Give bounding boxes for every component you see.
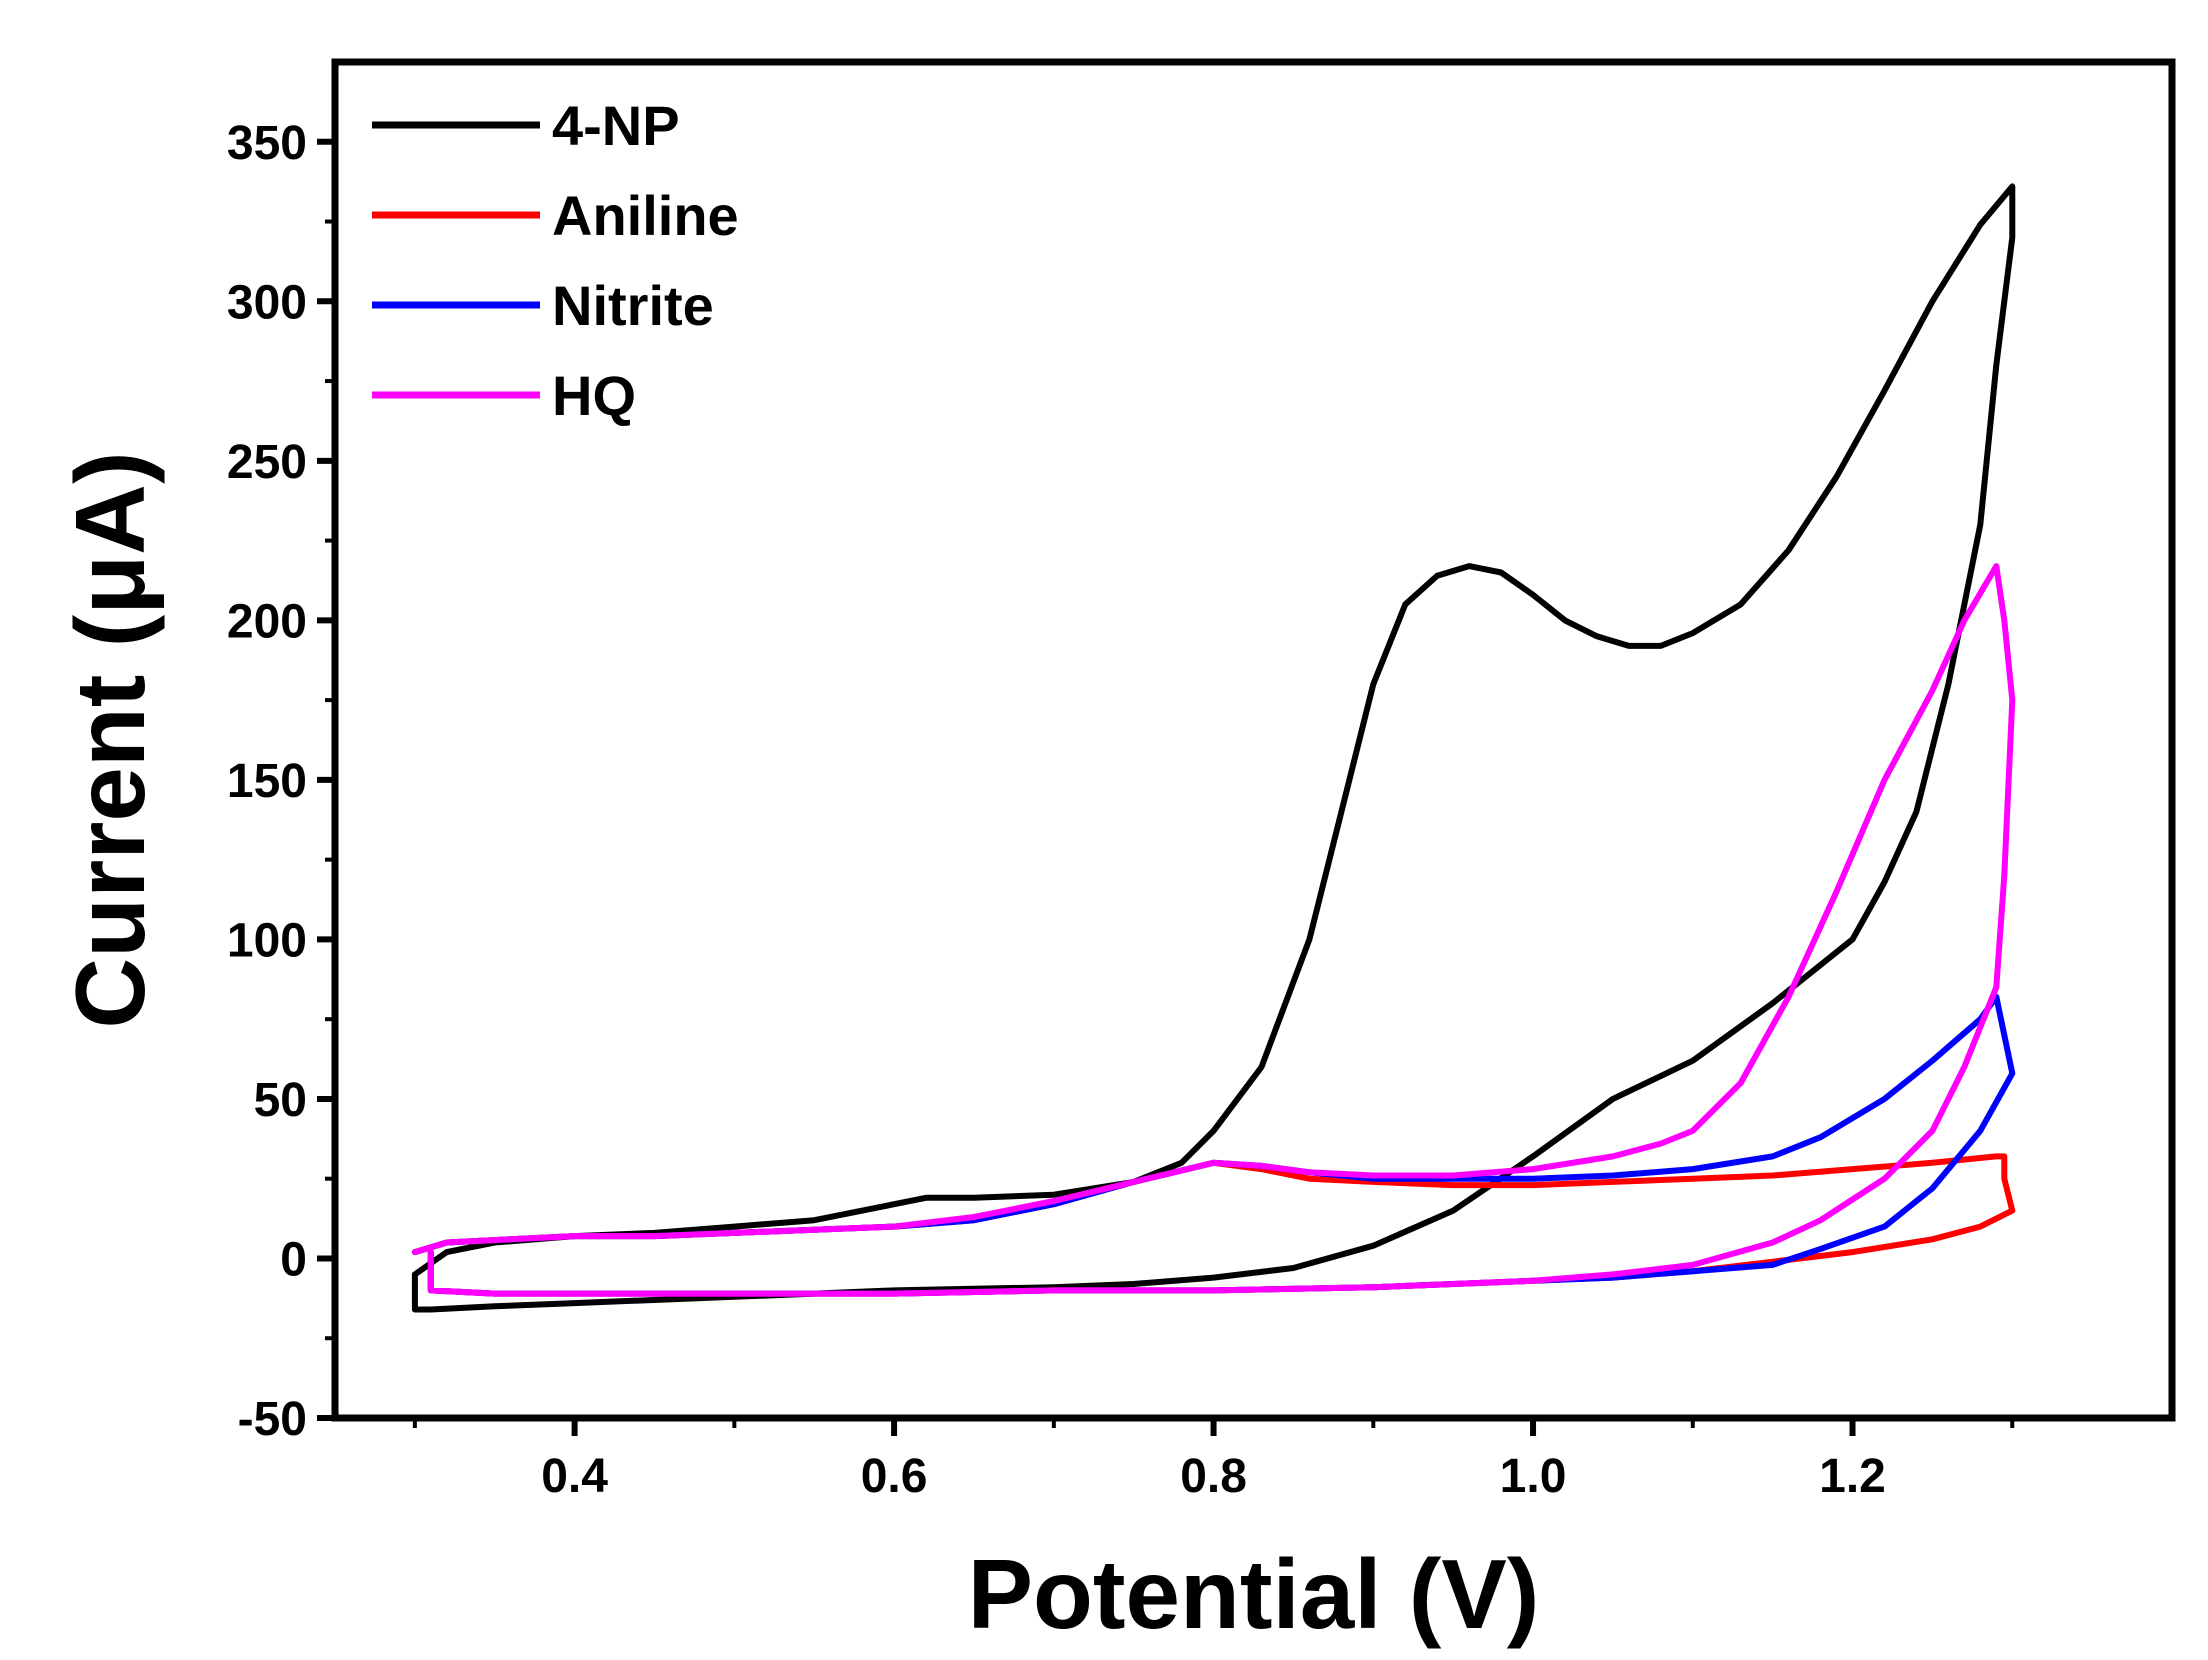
- series-line-aniline: [411, 1153, 2016, 1297]
- series-line-4-np: [411, 183, 2016, 1313]
- y-tick-label: -50: [238, 1393, 307, 1446]
- x-tick-label: 0.4: [541, 1450, 608, 1503]
- y-tick-label: 200: [227, 595, 307, 648]
- plot-frame: [331, 58, 2176, 1422]
- series-group: [411, 183, 2016, 1313]
- x-tick-label: 0.8: [1180, 1450, 1247, 1503]
- y-axis-title: Current (μA): [55, 451, 165, 1028]
- x-tick-label: 1.0: [1500, 1450, 1567, 1503]
- series-line-hq: [411, 563, 2016, 1297]
- series-line-nitrite: [411, 993, 2016, 1297]
- x-axis-title: Potential (V): [968, 1539, 1540, 1649]
- legend: 4-NP Aniline Nitrite HQ: [372, 94, 739, 427]
- y-tick-label: 350: [227, 117, 307, 170]
- legend-label: HQ: [552, 364, 636, 427]
- y-tick-label: 100: [227, 914, 307, 967]
- legend-label: Aniline: [552, 184, 739, 247]
- axes: -50 0 50 100 150 200 250 300 350 0.4 0.6 0.8 1.0 1.2: [227, 58, 2176, 1503]
- x-tick-label: 1.2: [1819, 1450, 1886, 1503]
- y-tick-label: 150: [227, 755, 307, 808]
- y-tick-label: 0: [280, 1233, 307, 1286]
- legend-label: Nitrite: [552, 274, 714, 337]
- y-tick-label: 50: [254, 1074, 307, 1127]
- y-tick-label: 300: [227, 276, 307, 329]
- x-tick-label: 0.6: [861, 1450, 928, 1503]
- y-tick-label: 250: [227, 436, 307, 489]
- legend-label: 4-NP: [552, 94, 680, 157]
